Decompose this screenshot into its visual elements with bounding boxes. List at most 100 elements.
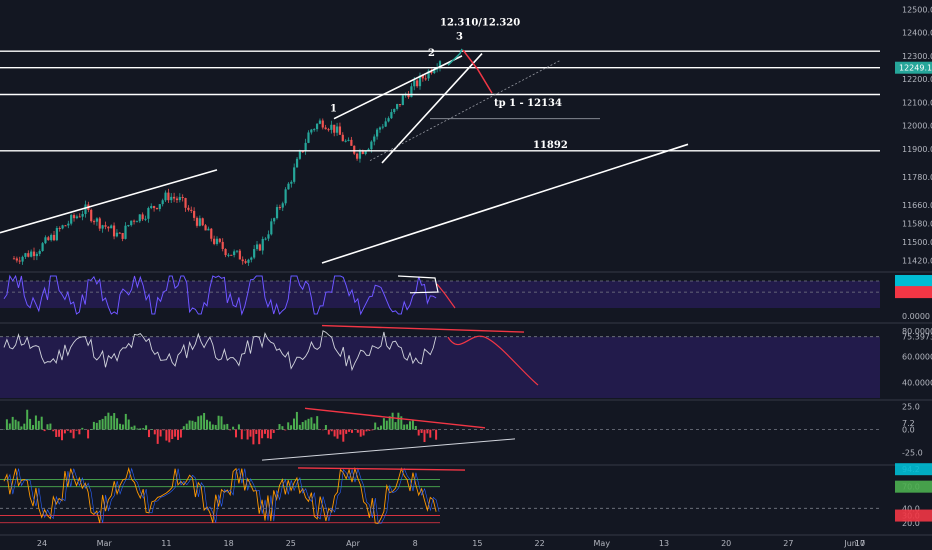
- candle-body: [72, 215, 76, 219]
- oscillator-4-pane[interactable]: 94.270.040.030.020.0: [0, 463, 932, 528]
- histogram-bar: [345, 429, 348, 434]
- oscillator-1-pane[interactable]: 87.475759.73390.0000: [0, 271, 932, 321]
- histogram-bar: [423, 429, 426, 443]
- time-tick-label: 27: [783, 539, 793, 548]
- time-tick-label: Mar: [97, 539, 113, 548]
- candle-body: [95, 218, 99, 222]
- histogram-bar: [220, 416, 223, 430]
- candle-body: [387, 118, 390, 122]
- histogram-bar: [316, 416, 319, 430]
- stoch-d-line: [6, 467, 440, 524]
- candle-body: [376, 129, 379, 137]
- candle-body: [261, 238, 264, 251]
- histogram-bar: [409, 421, 411, 430]
- candle-body: [421, 75, 424, 79]
- histogram-bar: [61, 429, 63, 441]
- projected-drop: [462, 49, 493, 94]
- histogram-bar: [171, 429, 174, 440]
- histogram-bar: [90, 429, 92, 430]
- candle-body: [224, 248, 227, 256]
- pane-tick-label: 7.2: [902, 419, 915, 428]
- histogram-bar: [194, 421, 197, 430]
- trendline-long: [321, 143, 689, 264]
- histogram-bar: [197, 416, 200, 430]
- price-pane[interactable]: 12.310/12.320 3 2 1 tp 1 - 12134 11892 1…: [0, 5, 932, 266]
- histogram-bar: [211, 424, 214, 430]
- candle-body: [30, 251, 33, 257]
- histogram-bar: [264, 429, 266, 434]
- candle-body: [253, 249, 256, 258]
- histogram-bar: [52, 429, 55, 432]
- candle-body: [338, 126, 342, 135]
- candle-body: [350, 139, 353, 146]
- histogram-pane[interactable]: 25.0 7.20.0 -25.0: [0, 399, 932, 461]
- last-price-badge-bg: [895, 61, 932, 74]
- candle-body: [267, 234, 270, 239]
- price-axis[interactable]: 12500.0 12400.0 12300.0 12200.0 12100.0 12000…: [902, 5, 932, 265]
- candle-body: [78, 216, 81, 218]
- histogram-bar: [348, 429, 351, 432]
- candle-body: [32, 251, 36, 257]
- time-tick-label: 11: [161, 539, 171, 548]
- candle-body: [218, 238, 221, 242]
- candle-body: [84, 204, 87, 215]
- candle-body: [15, 258, 18, 261]
- histogram-bar: [246, 429, 249, 440]
- candle-body: [92, 221, 96, 223]
- candle-body: [398, 104, 402, 106]
- candle-body: [215, 238, 219, 244]
- candle-body: [195, 217, 199, 226]
- pane-tick-label: 75.3973: [902, 333, 932, 342]
- candle-body: [210, 228, 213, 239]
- annotation-wave-2: 2: [428, 48, 435, 59]
- candle-body: [158, 204, 161, 209]
- candle-body: [35, 253, 38, 257]
- candle-body: [207, 228, 210, 231]
- candle-body: [304, 142, 307, 152]
- candle-body: [241, 259, 244, 262]
- price-tick-label: 12200.0: [902, 75, 932, 84]
- candle-body: [233, 251, 236, 256]
- candle-body: [341, 134, 344, 142]
- time-tick-label: 17: [855, 539, 865, 548]
- histogram-bar: [55, 429, 58, 437]
- histogram-bar: [385, 420, 388, 430]
- candle-body: [201, 218, 204, 226]
- candle-body: [370, 141, 373, 150]
- annotation-wave-1: 1: [330, 104, 337, 115]
- histogram-bar: [266, 429, 269, 439]
- price-tick-label: 12000.0: [902, 122, 932, 131]
- histogram-bar: [414, 425, 417, 430]
- pane-tick-label: 25.0: [902, 402, 920, 411]
- histogram-bar: [8, 423, 11, 430]
- candle-body: [293, 167, 296, 182]
- overbought-band: [0, 281, 880, 308]
- candle-body: [178, 197, 181, 201]
- price-tick-label: 12500.0: [902, 5, 932, 14]
- price-annotations: 12.310/12.320 3 2 1 tp 1 - 12134 11892: [330, 18, 568, 151]
- histogram-bar: [287, 422, 290, 430]
- price-tick-label: 12400.0: [902, 29, 932, 38]
- candle-body: [67, 223, 70, 226]
- candle-body: [70, 215, 73, 224]
- histogram-bar: [281, 426, 284, 430]
- candle-body: [190, 209, 193, 211]
- histogram-bar: [145, 425, 148, 430]
- candle-body: [204, 225, 207, 231]
- candle-body: [104, 225, 107, 227]
- histogram-bar: [200, 415, 203, 430]
- candle-body: [361, 151, 364, 154]
- histogram-bar: [72, 429, 75, 439]
- pane-tick-label: 80.0000: [902, 327, 932, 336]
- candle-body: [255, 244, 259, 250]
- histogram-bar: [37, 420, 40, 430]
- candle-body: [433, 69, 436, 74]
- candle-body: [318, 120, 322, 124]
- candle-body: [98, 218, 101, 229]
- oscillator-1-badge: [895, 286, 932, 299]
- histogram-bar: [46, 424, 49, 430]
